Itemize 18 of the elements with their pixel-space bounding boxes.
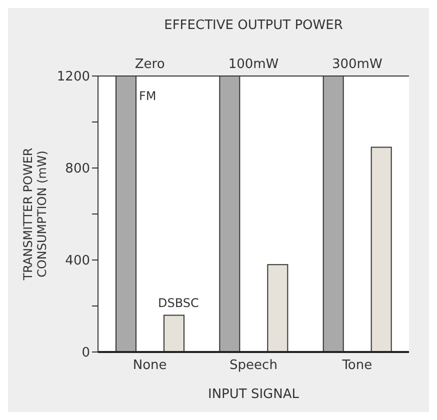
text: Zero	[134, 57, 165, 72]
series-label: FM	[139, 89, 156, 103]
bar	[267, 264, 288, 352]
y-axis-title: TRANSMITTER POWER CONSUMPTION (mW)	[21, 148, 49, 282]
y-tick-label: 1200	[56, 70, 90, 85]
bar	[164, 314, 184, 352]
y-tick-label: 400	[65, 254, 90, 269]
y-tick-label: 0	[82, 346, 90, 361]
x2-axis-title: EFFECTIVE OUTPUT POWER	[164, 18, 343, 34]
x-axis-title: INPUT SIGNAL	[208, 387, 300, 402]
series-label: DSBSC	[158, 296, 199, 310]
x-tick-label: None	[132, 358, 167, 374]
bar	[370, 146, 392, 352]
y-tick-label: 800	[65, 162, 90, 177]
text: 100mW	[228, 57, 279, 72]
text: 300mW	[332, 57, 382, 72]
x-tick-label: Tone	[341, 358, 372, 374]
x-tick-label: Speech	[230, 358, 278, 374]
